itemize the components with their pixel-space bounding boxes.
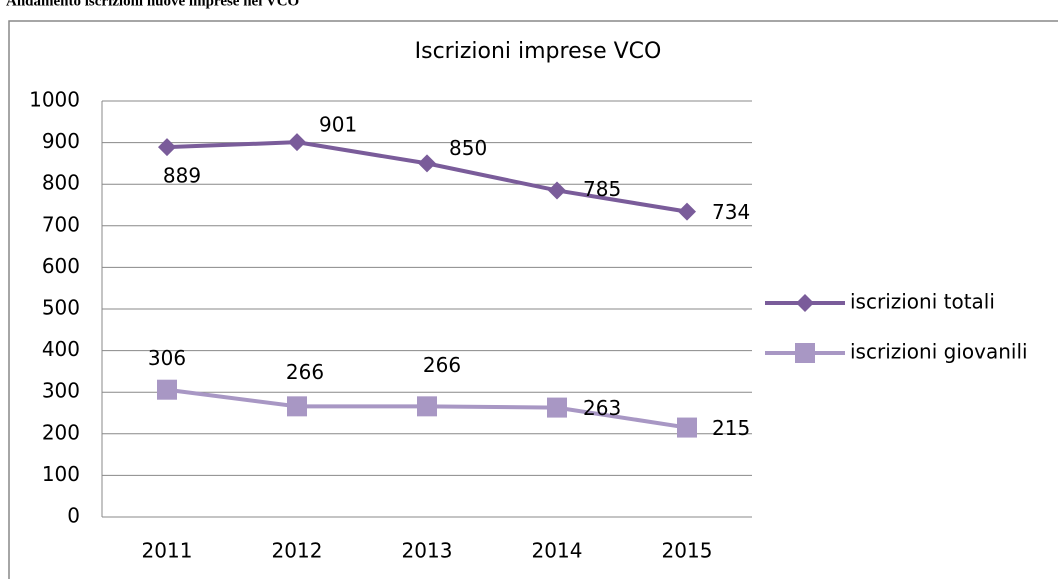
y-tick-label: 800: [42, 171, 80, 195]
y-tick-label: 500: [42, 296, 80, 320]
data-point: [287, 396, 307, 417]
data-point: [418, 154, 436, 173]
y-tick-label: 300: [42, 379, 80, 403]
data-point: [795, 343, 815, 363]
data-point: [157, 379, 177, 400]
y-tick-label: 400: [42, 337, 80, 361]
data-label: 263: [583, 396, 621, 420]
data-label: 901: [319, 113, 357, 137]
y-tick-label: 700: [42, 212, 80, 236]
y-tick-label: 100: [42, 462, 80, 486]
y-tick-label: 1000: [29, 88, 80, 112]
data-label: 215: [712, 416, 750, 440]
legend-label: iscrizioni giovanili: [850, 340, 1028, 364]
data-point: [796, 294, 814, 312]
data-label: 266: [423, 353, 461, 377]
y-tick-label: 600: [42, 254, 80, 278]
data-label: 306: [148, 346, 186, 370]
data-point: [677, 417, 697, 438]
x-tick-label: 2013: [402, 539, 453, 563]
data-point: [678, 202, 696, 221]
data-point: [548, 181, 566, 200]
data-label: 850: [449, 136, 487, 160]
data-point: [417, 396, 437, 417]
data-label: 785: [583, 177, 621, 201]
chart-title: Iscrizioni imprese VCO: [415, 39, 662, 64]
page-heading: Andamento iscrizioni nuove imprese nel V…: [6, 0, 299, 9]
data-point: [547, 397, 567, 418]
chart-frame: [8, 20, 1058, 579]
data-label: 889: [163, 164, 201, 188]
data-label: 734: [712, 200, 750, 224]
x-tick-label: 2012: [272, 539, 323, 563]
data-label: 266: [286, 360, 324, 384]
y-tick-label: 200: [42, 420, 80, 444]
y-tick-label: 0: [67, 504, 80, 528]
y-tick-label: 900: [42, 129, 80, 153]
data-point: [158, 138, 176, 157]
x-tick-label: 2011: [142, 539, 193, 563]
x-tick-label: 2015: [662, 539, 713, 563]
legend-label: iscrizioni totali: [850, 290, 995, 314]
data-point: [288, 133, 306, 152]
x-tick-label: 2014: [532, 539, 583, 563]
